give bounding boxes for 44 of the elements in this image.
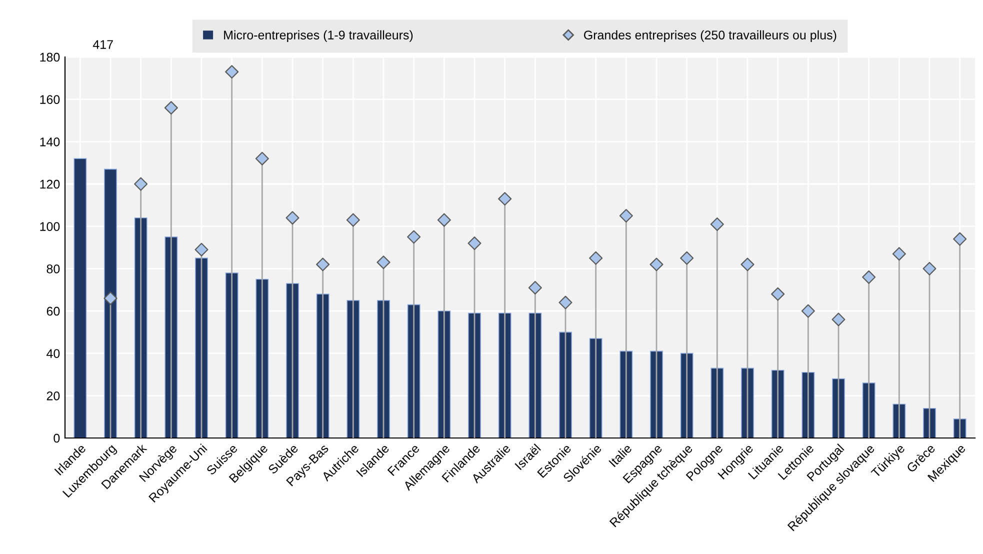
point bbox=[194, 242, 208, 256]
point bbox=[316, 258, 330, 272]
point bbox=[407, 230, 421, 244]
point bbox=[225, 65, 239, 79]
point bbox=[710, 217, 724, 231]
point bbox=[528, 280, 542, 294]
point bbox=[922, 262, 936, 276]
point bbox=[771, 287, 785, 301]
legend-label: Micro-entreprises (1-9 travailleurs) bbox=[224, 30, 413, 42]
point bbox=[286, 211, 300, 225]
point bbox=[650, 258, 664, 272]
legend-label: Grandes entreprises (250 travailleurs ou plus) bbox=[584, 30, 836, 42]
point bbox=[740, 258, 754, 272]
text: 417 bbox=[92, 40, 113, 49]
point bbox=[468, 236, 482, 250]
y-tick-label: 80 bbox=[46, 264, 60, 274]
y-tick-label: 20 bbox=[46, 391, 60, 400]
point bbox=[437, 213, 451, 227]
point bbox=[589, 251, 603, 265]
point bbox=[498, 192, 512, 206]
point bbox=[680, 251, 694, 265]
point bbox=[346, 213, 360, 227]
point bbox=[255, 152, 269, 166]
y-tick-label: 100 bbox=[40, 222, 60, 231]
y-tick-label: 180 bbox=[40, 52, 60, 62]
bar bbox=[104, 168, 117, 438]
point bbox=[862, 270, 876, 284]
point bbox=[801, 304, 815, 318]
y-tick-label: 120 bbox=[40, 180, 60, 189]
point bbox=[892, 247, 906, 261]
point bbox=[164, 101, 178, 115]
point bbox=[832, 312, 846, 326]
point bbox=[104, 292, 118, 306]
point bbox=[134, 177, 148, 191]
point bbox=[558, 296, 572, 310]
y-tick-label: 160 bbox=[40, 95, 60, 104]
point bbox=[953, 232, 967, 246]
point bbox=[376, 256, 390, 270]
point bbox=[619, 208, 633, 223]
y-tick-label: 140 bbox=[40, 137, 60, 146]
y-tick-label: 40 bbox=[46, 349, 60, 358]
y-tick-label: 60 bbox=[46, 306, 60, 316]
y-tick-label: 0 bbox=[54, 434, 60, 443]
bar bbox=[74, 158, 87, 438]
